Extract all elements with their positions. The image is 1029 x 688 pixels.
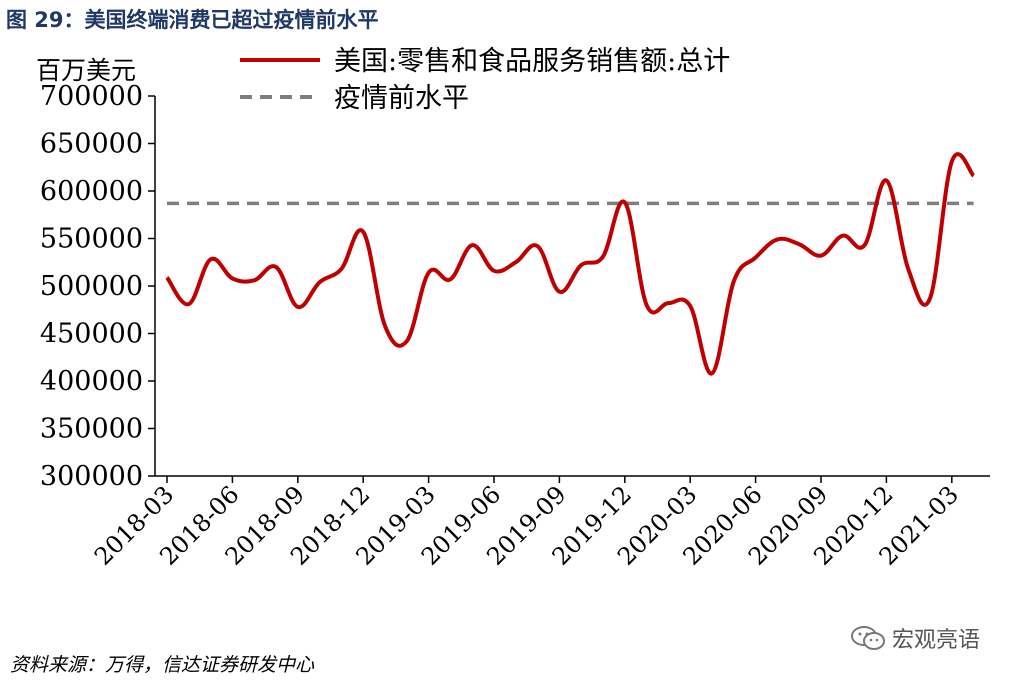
y-tick-label: 600000: [40, 176, 143, 207]
y-unit-label: 百万美元: [36, 56, 136, 85]
watermark-text: 宏观亮语: [892, 628, 981, 653]
y-tick-label: 650000: [40, 129, 143, 160]
figure-title: 图 29：美国终端消费已超过疫情前水平: [6, 8, 379, 32]
y-tick-label: 500000: [40, 271, 143, 302]
y-axis-ticks: 300000 350000 400000 450000 500000 550000 6000…: [40, 81, 155, 492]
y-tick-label: 700000: [40, 81, 143, 112]
y-tick-label: 350000: [40, 414, 143, 445]
source-note: 资料来源：万得，信达证券研发中心: [10, 654, 315, 676]
legend-label-retail-sales: 美国:零售和食品服务销售额:总计: [334, 46, 730, 77]
series-layer: [165, 152, 976, 376]
y-tick-label: 400000: [40, 366, 143, 397]
y-tick-label: 550000: [40, 224, 143, 255]
line-chart: 百万美元 美国:零售和食品服务销售额:总计 疫情前水平 300000 350000…: [36, 46, 990, 571]
watermark: 宏观亮语: [850, 622, 980, 654]
legend: 美国:零售和食品服务销售额:总计 疫情前水平: [240, 46, 730, 114]
y-tick-label: 450000: [40, 319, 143, 350]
series-line-retail-sales: [165, 152, 976, 376]
x-axis-ticks: 2018-032018-062018-092018-122019-032019-…: [89, 476, 964, 571]
y-tick-label: 300000: [40, 461, 143, 492]
legend-label-pre-pandemic: 疫情前水平: [334, 83, 469, 114]
wechat-icon: [851, 626, 885, 650]
